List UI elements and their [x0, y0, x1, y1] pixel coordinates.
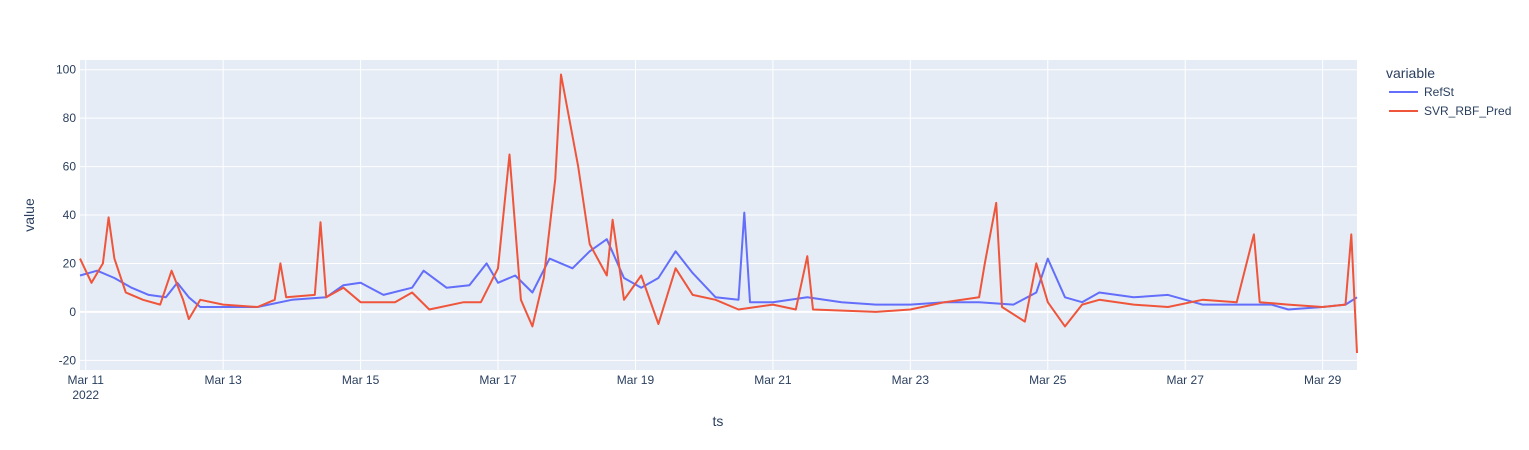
- y-tick-label: 40: [63, 208, 77, 222]
- x-tick-label: Mar 11: [67, 373, 104, 387]
- y-tick-label: 20: [63, 256, 77, 270]
- legend-item-svr-rbf-pred[interactable]: SVR_RBF_Pred: [1389, 104, 1511, 118]
- x-tick-label: Mar 25: [1029, 373, 1067, 387]
- x-tick-label: Mar 29: [1304, 373, 1342, 387]
- legend-title: variable: [1386, 65, 1435, 81]
- legend-label: SVR_RBF_Pred: [1424, 104, 1511, 118]
- y-tick-label: 100: [56, 63, 76, 77]
- x-tick-label: Mar 13: [204, 373, 242, 387]
- y-tick-label: 80: [63, 111, 77, 125]
- y-axis-title: value: [21, 198, 37, 232]
- y-tick-labels: -20 0 20 40 60 80 100: [56, 63, 76, 368]
- x-tick-label: Mar 27: [1167, 373, 1205, 387]
- series-line-svr-rbf-pred: [79, 73, 1358, 354]
- y-tick-label: 0: [69, 305, 76, 319]
- x-tick-label: Mar 23: [892, 373, 930, 387]
- y-gridlines: [80, 69, 1357, 361]
- legend-label: RefSt: [1424, 85, 1455, 99]
- x-tick-label: Mar 21: [754, 373, 792, 387]
- legend[interactable]: variable RefSt SVR_RBF_Pred: [1386, 65, 1511, 118]
- series-layer: [79, 73, 1358, 354]
- x-tick-year: 2022: [72, 388, 99, 402]
- y-tick-label: -20: [59, 353, 77, 367]
- legend-item-refst[interactable]: RefSt: [1389, 85, 1455, 99]
- x-tick-label: Mar 15: [342, 373, 380, 387]
- y-tick-label: 60: [63, 160, 77, 174]
- x-tick-label: Mar 17: [479, 373, 517, 387]
- x-axis-title: ts: [713, 413, 724, 429]
- x-tick-label: Mar 19: [617, 373, 655, 387]
